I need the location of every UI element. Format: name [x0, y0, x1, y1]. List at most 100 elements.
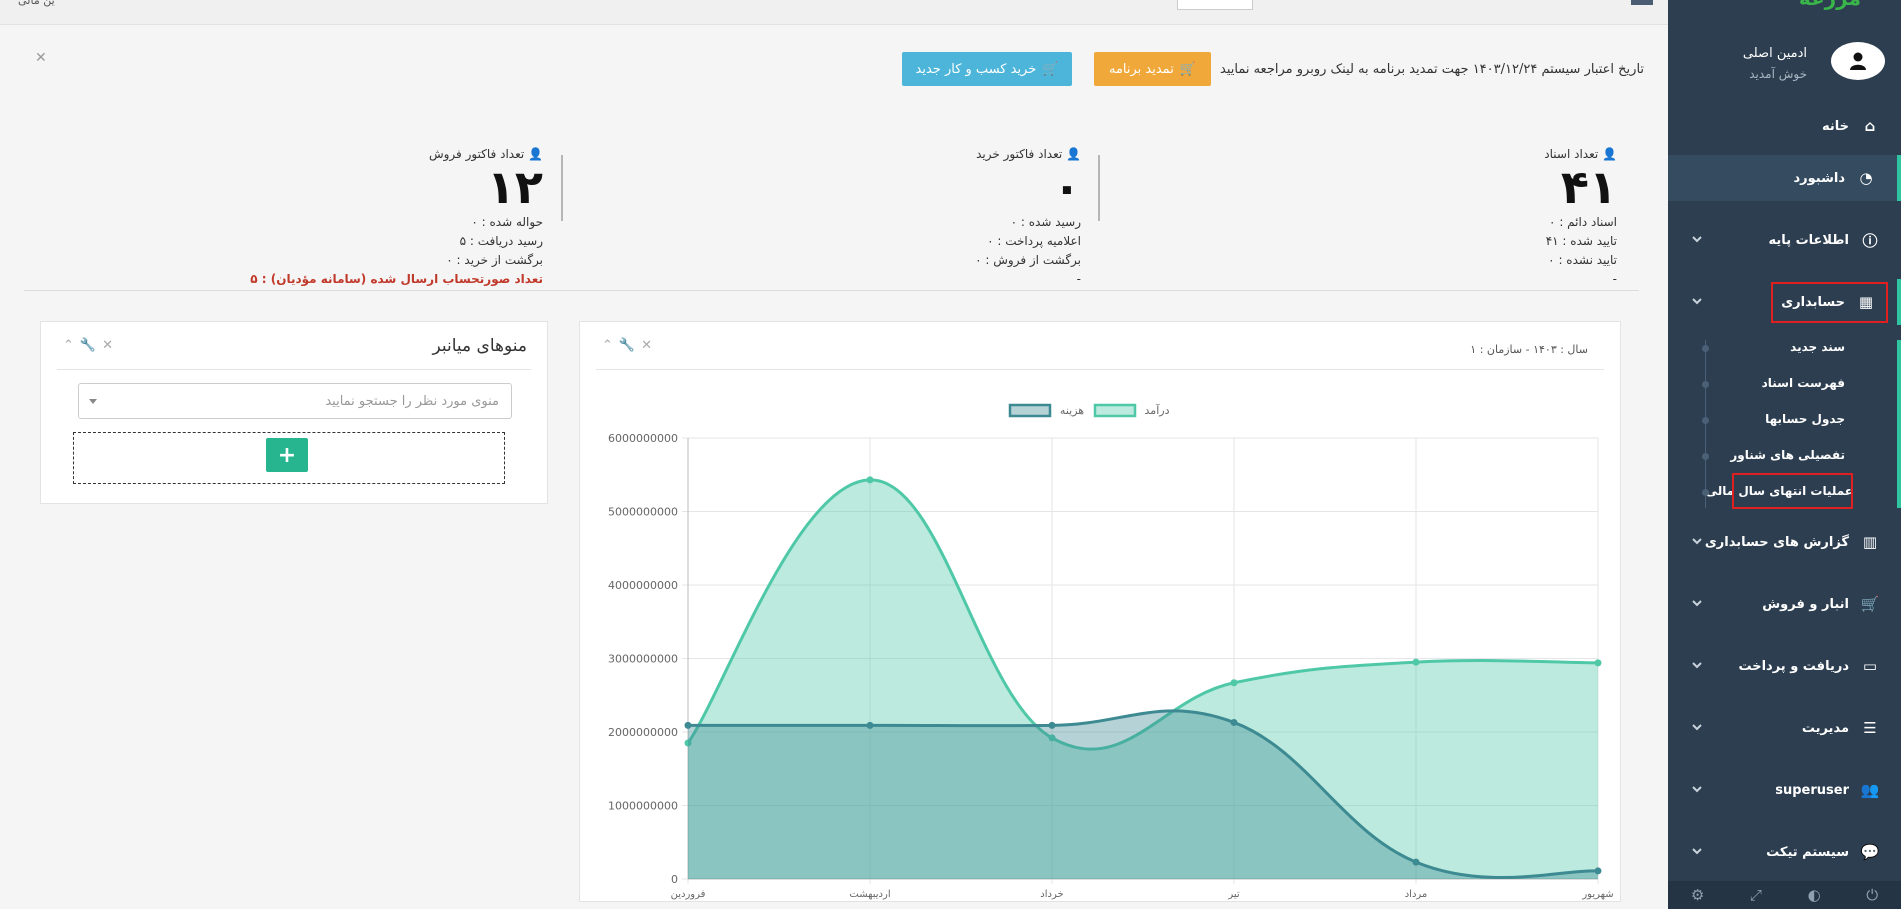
wrench-icon[interactable]: 🔧 [79, 338, 103, 353]
chevron-down-icon [1692, 600, 1702, 607]
x-tick-label: اردیبهشت [849, 889, 890, 900]
info-icon: ⓘ [1862, 231, 1878, 250]
collapse-icon[interactable]: ⌃ [63, 338, 80, 353]
cart-icon: 🛒 [1179, 61, 1197, 77]
sidebar-item-basic-info[interactable]: ⓘ اطلاعات پایه [1668, 217, 1901, 263]
sidebar-item-management[interactable]: ☰ مدیریت [1668, 705, 1901, 751]
select-placeholder: منوی مورد نظر را جستجو نمایید [325, 393, 499, 409]
users-icon: 👥 [1860, 781, 1880, 799]
submenu-item-year-end-operations[interactable]: عملیات انتهای سال مالی [1705, 484, 1853, 498]
legend-swatch [1093, 403, 1137, 418]
top-bar-left-text[interactable]: ین مالی [18, 0, 55, 7]
menu-search-select[interactable]: منوی مورد نظر را جستجو نمایید [78, 383, 512, 419]
x-tick-label: مرداد [1405, 889, 1428, 900]
stat-line: رسید دریافت : ۵ [459, 234, 543, 248]
user-name: ادمین اصلی [1742, 46, 1807, 61]
submenu-item-accounts-table[interactable]: جدول حسابها [1765, 412, 1845, 426]
y-tick-label: 0 [671, 873, 678, 886]
data-point [1412, 658, 1420, 666]
panel-tools: ⌃🔧✕ [602, 338, 658, 353]
chevron-down-icon [1692, 538, 1702, 545]
submenu-dot [1702, 345, 1709, 352]
stat-line: برگشت از فروش : ۰ [975, 253, 1081, 267]
stat-line: اعلامیه پرداخت : ۰ [987, 234, 1081, 248]
sidebar-item-warehouse-sales[interactable]: 🛒 انبار و فروش [1668, 581, 1901, 627]
stat-title: 👤 تعداد اسناد [1544, 147, 1617, 161]
power-icon[interactable]: ⏻ [1866, 886, 1879, 904]
y-tick-label: 3000000000 [608, 653, 678, 666]
sidebar-item-accounting-reports[interactable]: ▥ گزارش های حسابداری [1668, 519, 1901, 565]
submenu-item-floating-details[interactable]: تفصیلی های شناور [1730, 448, 1845, 462]
fullscreen-icon[interactable]: ⤢ [1749, 886, 1762, 904]
stat-value: ۰ [1052, 160, 1081, 214]
sidebar-item-label: دریافت و پرداخت [1738, 658, 1849, 674]
sidebar: مزرعه ادمین اصلی خوش آمدید ⌂ خانه ◔ داشب… [1668, 0, 1901, 909]
sidebar-item-label: داشبورد [1793, 170, 1845, 186]
sidebar-item-dashboard[interactable]: ◔ داشبورد [1668, 155, 1901, 201]
data-point [1230, 679, 1238, 687]
x-tick-label: شهریور [1581, 889, 1613, 900]
settings-icon[interactable]: ⚙ [1690, 886, 1705, 904]
alert-close-icon[interactable]: ✕ [35, 50, 47, 66]
chevron-down-icon [1692, 786, 1702, 793]
legend-label: درآمد [1145, 403, 1170, 417]
sidebar-item-ticket-system[interactable]: 💬 سیستم تیکت [1668, 829, 1901, 875]
highlight-box-year-end [1732, 473, 1853, 509]
data-point [684, 721, 692, 729]
collapse-icon[interactable]: ⌃ [602, 338, 619, 353]
sidebar-item-home[interactable]: ⌂ خانه [1668, 103, 1901, 149]
close-icon[interactable]: ✕ [102, 338, 119, 353]
stat-red-line: تعداد صورتحساب ارسال شده (سامانه مؤدیان)… [250, 272, 543, 286]
submenu-line [1705, 340, 1706, 508]
sidebar-item-label: خانه [1821, 118, 1849, 134]
home-icon: ⌂ [1864, 117, 1876, 135]
highlight-box-accounting [1771, 282, 1888, 323]
menu-panel-header: ⌃🔧✕ منوهای میانبر [57, 322, 531, 370]
user-icon: 👤 [528, 147, 543, 161]
stat-value: ۱۲ [486, 160, 543, 214]
calculator-icon: ▦ [1858, 293, 1874, 311]
top-bar-input[interactable] [1177, 0, 1253, 10]
stat-line: - [1612, 272, 1617, 286]
data-point [684, 739, 692, 747]
x-tick-label: خرداد [1040, 889, 1063, 900]
legend-swatch [1008, 403, 1052, 418]
wrench-icon[interactable]: 🔧 [618, 338, 642, 353]
chart-panel-header: ⌃🔧✕ سال : ۱۴۰۳ - سازمان : ۱ [596, 322, 1604, 370]
top-bar: ین مالی [0, 0, 1668, 25]
sidebar-item-superuser[interactable]: 👥 superuser [1668, 767, 1901, 813]
chart-subtitle: سال : ۱۴۰۳ - سازمان : ۱ [1470, 343, 1588, 356]
stats-divider [24, 290, 1639, 291]
y-tick-label: 5000000000 [608, 506, 678, 519]
data-point [1594, 659, 1602, 667]
accounting-submenu [1668, 340, 1901, 508]
sidebar-item-label: superuser [1775, 782, 1849, 798]
top-bar-square-icon[interactable] [1631, 0, 1653, 5]
user-avatar-icon [1831, 42, 1885, 80]
stat-title-text: تعداد فاکتور خرید [976, 147, 1063, 161]
chat-icon: 💬 [1860, 843, 1880, 861]
legend-label: هزینه [1060, 404, 1084, 417]
data-point [866, 721, 874, 729]
data-point [1594, 867, 1602, 875]
y-tick-label: 4000000000 [608, 579, 678, 592]
x-tick-label: تیر [1227, 889, 1240, 900]
hide-icon[interactable]: ◐ [1807, 886, 1821, 904]
chevron-down-icon [1692, 236, 1702, 243]
buy-new-business-button[interactable]: 🛒 خرید کسب و کار جدید [902, 52, 1072, 86]
bar-chart-icon: ▥ [1862, 533, 1878, 551]
submenu-item-document-list[interactable]: فهرست اسناد [1761, 376, 1845, 390]
add-shortcut-button[interactable]: + [266, 438, 308, 472]
sidebar-item-accounting[interactable]: ▦ حسابداری [1668, 279, 1901, 325]
sidebar-item-label: انبار و فروش [1762, 596, 1849, 612]
close-icon[interactable]: ✕ [641, 338, 658, 353]
logo: مزرعه [1799, 0, 1861, 10]
submenu-dot [1702, 453, 1709, 460]
sidebar-item-receive-pay[interactable]: ▭ دریافت و پرداخت [1668, 643, 1901, 689]
stat-separator [1098, 155, 1100, 221]
submenu-item-new-document[interactable]: سند جدید [1790, 340, 1845, 354]
sidebar-item-label: مدیریت [1801, 720, 1849, 736]
renew-button[interactable]: 🛒 تمدید برنامه [1094, 52, 1211, 86]
chevron-down-icon [1692, 662, 1702, 669]
y-tick-label: 6000000000 [608, 432, 678, 445]
